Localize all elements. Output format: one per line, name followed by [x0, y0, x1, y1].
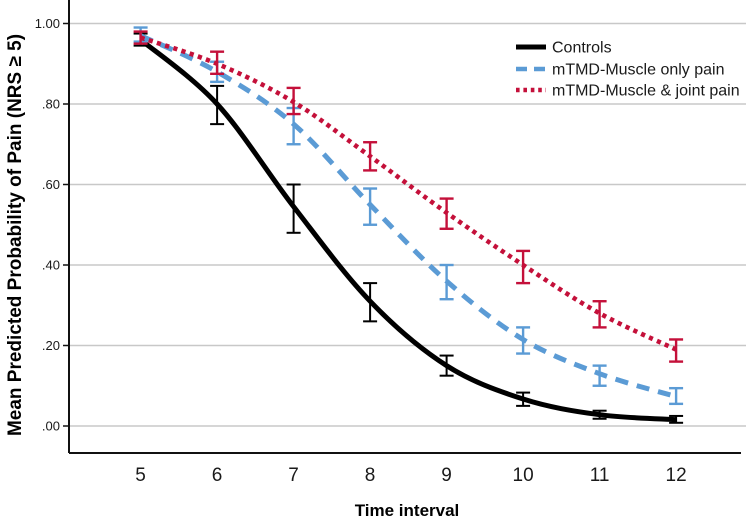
- legend-item: mTMD-Muscle only pain: [516, 62, 724, 79]
- x-tick-label: 9: [441, 465, 452, 486]
- series-layer: [133, 26, 684, 424]
- x-tick-label: 11: [590, 465, 610, 486]
- axes: [63, 0, 741, 454]
- series-line: [139, 35, 678, 352]
- error-bar: [133, 30, 148, 45]
- series-muscle-joint: [133, 30, 684, 363]
- series-line: [138, 37, 677, 423]
- x-tick-label: 10: [513, 465, 534, 486]
- legend-item: mTMD-Muscle & joint pain: [516, 83, 740, 100]
- y-axis-title: Mean Predicted Probability of Pain (NRS …: [5, 34, 26, 436]
- error-bar: [669, 338, 684, 363]
- y-tick-label: .20: [42, 338, 60, 353]
- legend-label: mTMD-Muscle & joint pain: [552, 83, 740, 100]
- y-tick-label: .60: [42, 177, 60, 192]
- y-tick-label: .40: [42, 258, 60, 273]
- x-axis-title: Time interval: [355, 501, 460, 520]
- x-tick-label: 5: [135, 465, 146, 486]
- series-controls: [133, 32, 684, 424]
- x-tick-label: 6: [212, 465, 223, 486]
- y-tick-label: .80: [42, 97, 60, 112]
- legend-item: Controls: [516, 40, 612, 57]
- legend-label: Controls: [552, 40, 612, 57]
- x-tick-label: 7: [288, 465, 299, 486]
- tick-labels: 1.00 .80 .60 .40 .20 .00 5 6 7 8 9 10 11 12: [35, 16, 687, 486]
- error-bar: [592, 300, 607, 329]
- y-tick-label: .00: [42, 419, 60, 434]
- x-tick-label: 8: [365, 465, 376, 486]
- legend: Controls mTMD-Muscle only pain mTMD-Muscle…: [516, 40, 740, 100]
- error-bar: [669, 386, 684, 406]
- y-tick-label: 1.00: [35, 16, 60, 31]
- legend-label: mTMD-Muscle only pain: [552, 62, 724, 79]
- gridlines: [69, 22, 746, 427]
- x-tick-label: 12: [666, 465, 687, 486]
- series-line: [139, 33, 677, 399]
